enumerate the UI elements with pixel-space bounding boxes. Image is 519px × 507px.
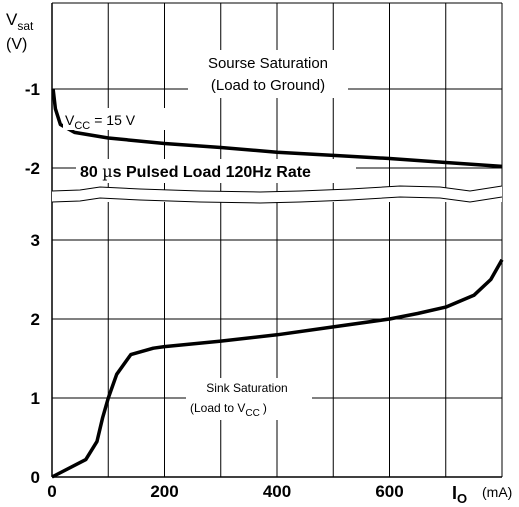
series-layer [51,88,504,479]
x-tick-label: 600 [375,482,403,501]
x-tick-label: 0 [47,482,56,501]
axis-break [51,185,503,204]
y-tick-label: -1 [25,80,40,99]
x-tick-label: 200 [150,482,178,501]
source-load-label: (Load to Ground) [211,77,325,94]
y-tick-label: 2 [31,310,40,329]
y-axis-unit: (V) [6,36,27,53]
axis-break-line [51,196,503,204]
sink-load-label: (Load to VCC) [190,401,267,419]
y-axis-label: Vsat [6,10,34,33]
y-tick-label: 0 [31,468,40,487]
vcc-annotation: VCC = 15 V [65,112,136,132]
x-tick-label: 400 [263,482,291,501]
axis-break-line [51,185,503,193]
x-axis-label: IO [452,483,467,506]
series-line-1 [51,258,504,479]
y-tick-label: 1 [31,389,40,408]
pulsed-load-label: 80 µs Pulsed Load 120Hz Rate [80,162,311,181]
source-saturation-label: Sourse Saturation [208,55,328,72]
series-line-0 [51,88,503,169]
x-axis-unit: (mA) [482,484,512,500]
y-tick-label: -2 [25,159,40,178]
sink-saturation-label: Sink Saturation [206,381,287,395]
y-tick-label: 3 [31,231,40,250]
tick-labels: 0 200 400 600 0 1 2 3 -2 -1 [25,80,404,501]
